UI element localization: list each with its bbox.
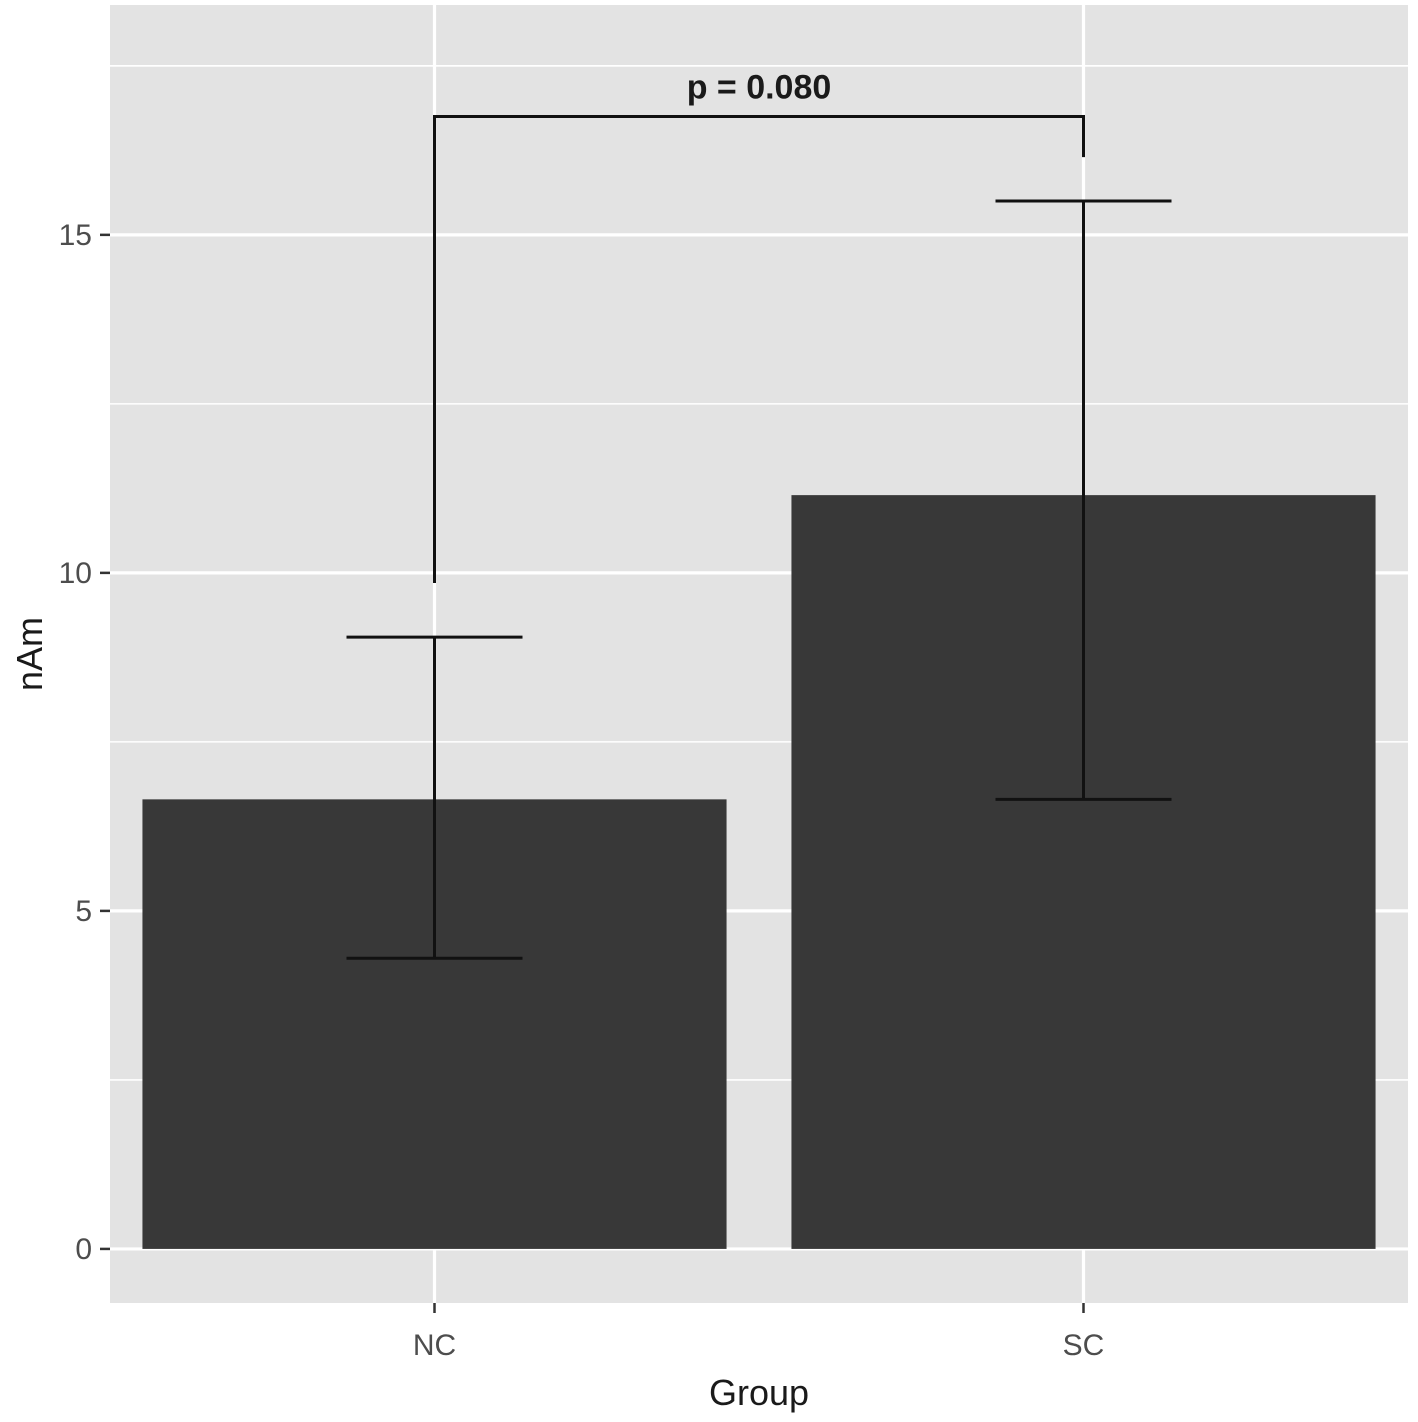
- x-tick-label: SC: [1063, 1329, 1105, 1362]
- y-axis-title: nAm: [9, 617, 50, 691]
- error-bars: [346, 199, 1172, 960]
- p-value-annotation: p = 0.080: [687, 69, 832, 107]
- bracket-line: [433, 115, 1085, 584]
- significance-bracket: [433, 115, 1085, 584]
- y-tick-label: 0: [75, 1233, 92, 1266]
- y-tick-label: 10: [59, 557, 92, 590]
- x-tick-label: NC: [413, 1329, 456, 1362]
- y-tick-label: 15: [59, 219, 92, 252]
- x-axis-title: Group: [709, 1372, 809, 1413]
- axes: 0 5 10 15 NC SC: [59, 219, 1105, 1362]
- y-tick-label: 5: [75, 895, 92, 928]
